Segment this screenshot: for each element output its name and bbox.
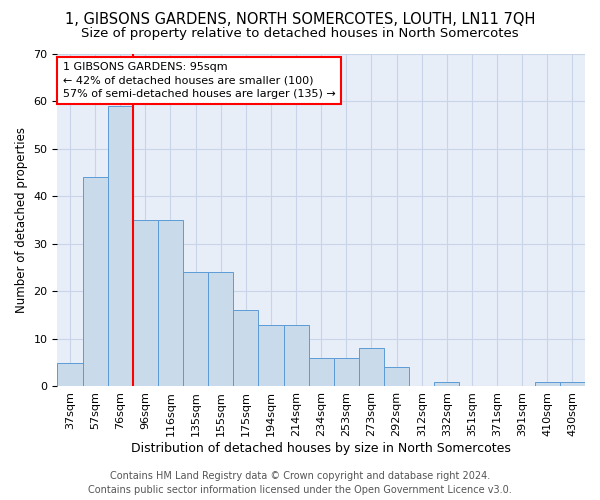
Bar bbox=[334, 358, 359, 386]
Y-axis label: Number of detached properties: Number of detached properties bbox=[15, 127, 28, 313]
Text: 1, GIBSONS GARDENS, NORTH SOMERCOTES, LOUTH, LN11 7QH: 1, GIBSONS GARDENS, NORTH SOMERCOTES, LO… bbox=[65, 12, 535, 28]
Bar bbox=[434, 382, 460, 386]
Text: Size of property relative to detached houses in North Somercotes: Size of property relative to detached ho… bbox=[81, 28, 519, 40]
Text: Contains HM Land Registry data © Crown copyright and database right 2024.
Contai: Contains HM Land Registry data © Crown c… bbox=[88, 471, 512, 495]
Bar bbox=[183, 272, 208, 386]
Bar bbox=[107, 106, 133, 386]
Bar bbox=[158, 220, 183, 386]
Bar bbox=[83, 178, 107, 386]
Bar bbox=[284, 324, 308, 386]
X-axis label: Distribution of detached houses by size in North Somercotes: Distribution of detached houses by size … bbox=[131, 442, 511, 455]
Bar bbox=[535, 382, 560, 386]
Bar bbox=[58, 362, 83, 386]
Bar bbox=[259, 324, 284, 386]
Bar bbox=[384, 368, 409, 386]
Bar bbox=[208, 272, 233, 386]
Text: 1 GIBSONS GARDENS: 95sqm
← 42% of detached houses are smaller (100)
57% of semi-: 1 GIBSONS GARDENS: 95sqm ← 42% of detach… bbox=[62, 62, 335, 98]
Bar bbox=[233, 310, 259, 386]
Bar bbox=[308, 358, 334, 386]
Bar bbox=[133, 220, 158, 386]
Bar bbox=[359, 348, 384, 387]
Bar bbox=[560, 382, 585, 386]
